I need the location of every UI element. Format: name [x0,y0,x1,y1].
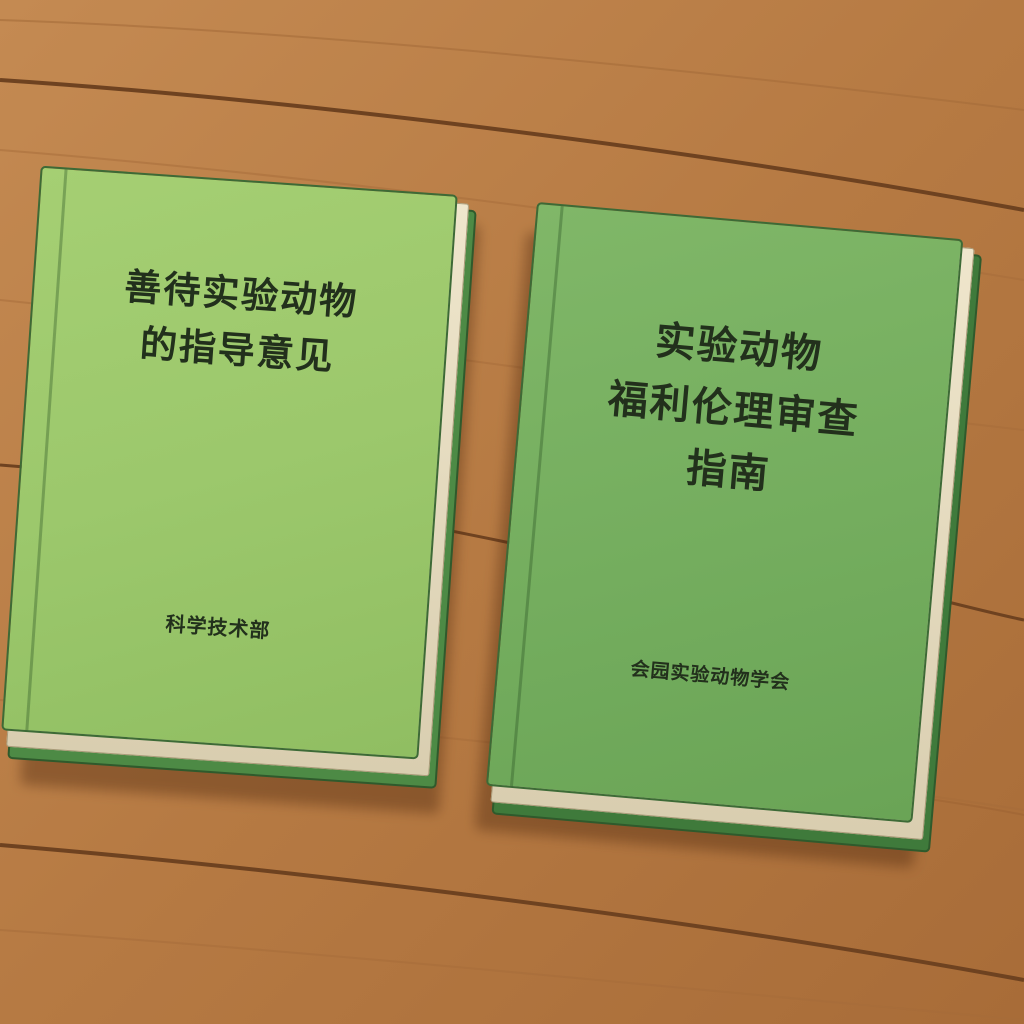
book-2: 实验动物 福利伦理审查 指南 会园实验动物学会 [450,200,1024,880]
wood-grain [0,929,1024,1021]
book-front-cover: 实验动物 福利伦理审查 指南 会园实验动物学会 [485,201,964,824]
book-title: 实验动物 福利伦理审查 指南 [606,317,862,499]
plank-seam [0,78,1024,212]
wood-grain [0,19,1024,111]
cover-hinge [509,206,564,787]
plank-seam [0,843,1024,982]
book-title: 善待实验动物 的指导意见 [123,264,360,379]
book-body: 善待实验动物 的指导意见 科学技术部 [0,165,477,789]
book-publisher: 会园实验动物学会 [629,657,791,694]
book-body: 实验动物 福利伦理审查 指南 会园实验动物学会 [485,201,983,853]
book-front-cover: 善待实验动物 的指导意见 科学技术部 [1,165,458,760]
book-publisher: 科学技术部 [164,611,272,643]
